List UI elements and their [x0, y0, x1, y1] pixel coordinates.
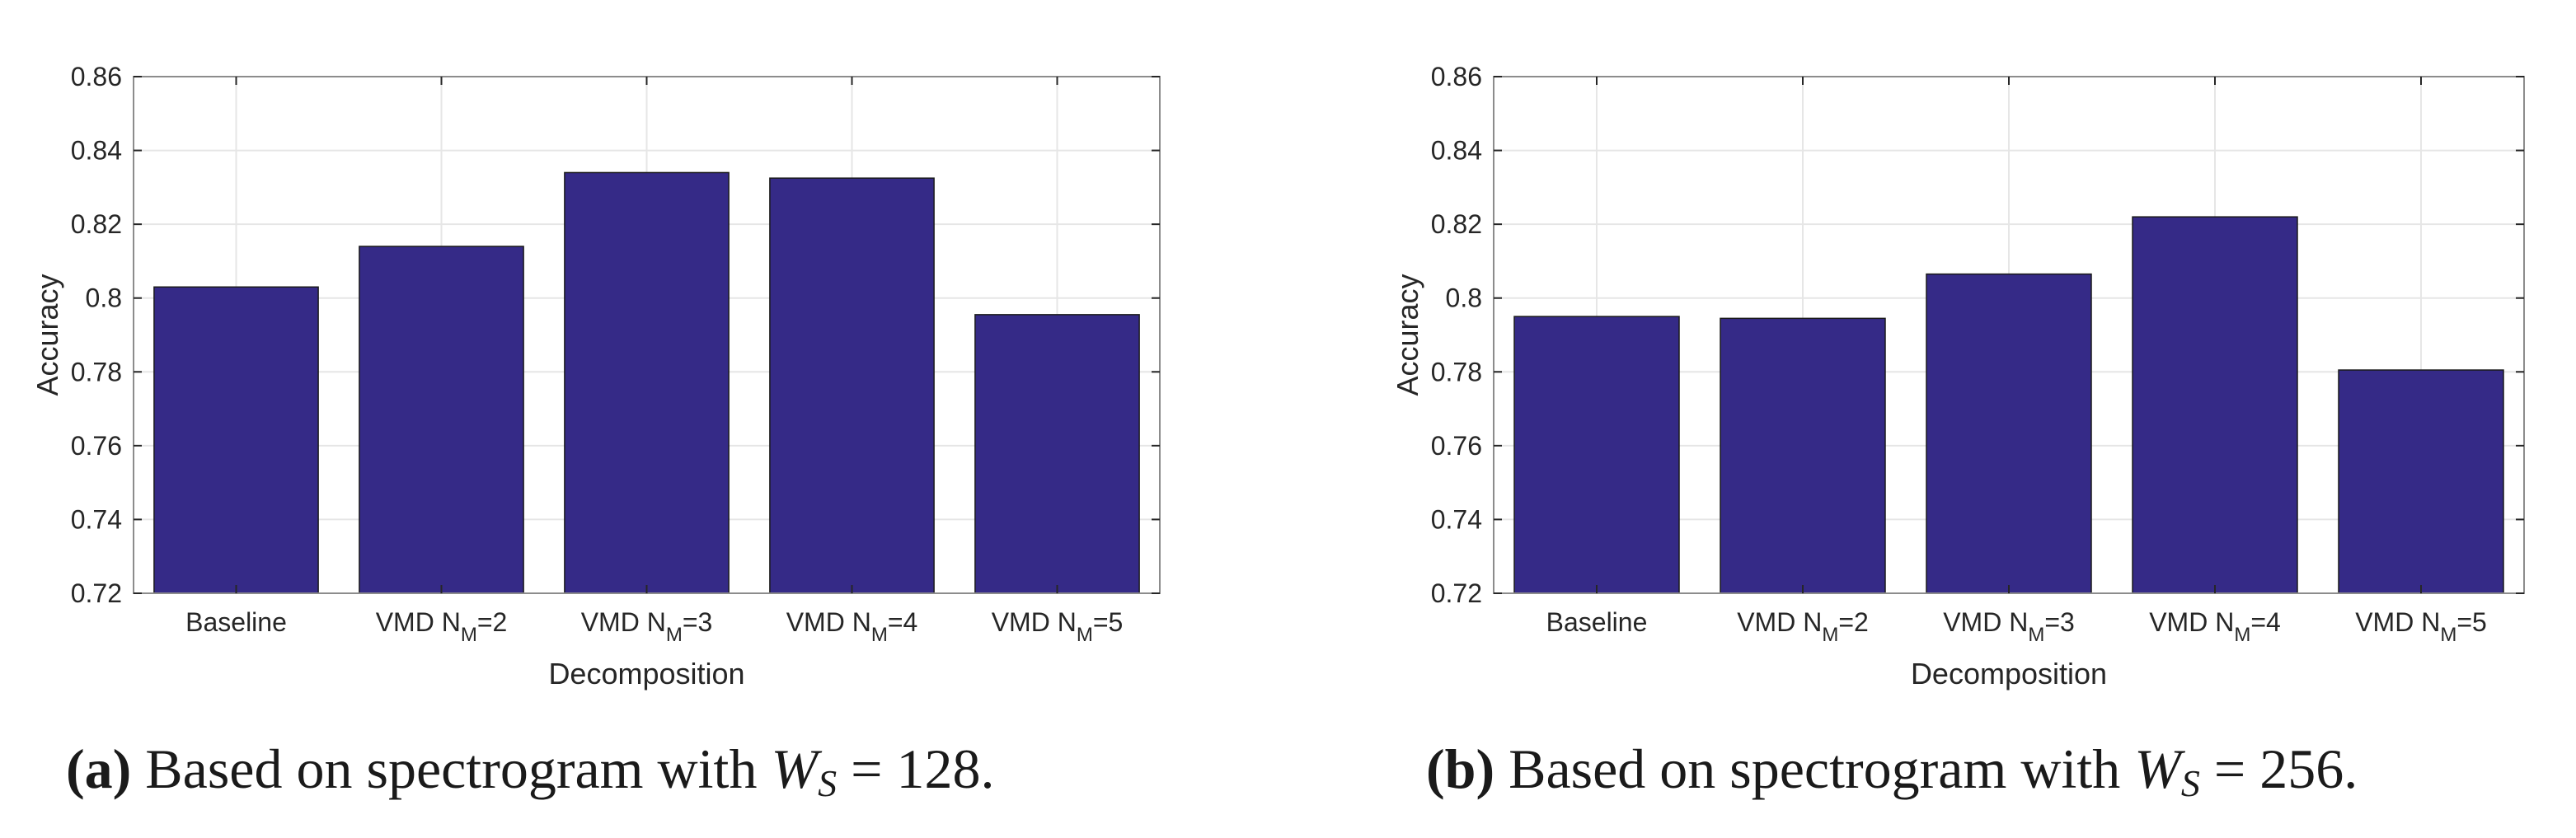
y-tick-label-a: 0.74 — [71, 504, 122, 534]
caption-a-prefix: Based on spectrogram with — [145, 737, 758, 800]
caption-b: (b) Based on spectrogram with WS = 256. — [1426, 732, 2358, 806]
x-tick-label-a-2: VMD NM=2 — [376, 607, 508, 646]
y-tick-label-b: 0.74 — [1431, 504, 1482, 534]
x-axis-title-a: Decomposition — [548, 657, 744, 691]
x-tick-label-b-5: VMD NM=5 — [2355, 607, 2487, 646]
caption-b-label: (b) — [1426, 737, 1495, 800]
x-tick-label-b-1: Baseline — [1546, 607, 1648, 637]
bar-a-5 — [974, 314, 1140, 594]
bar-b-3 — [1926, 273, 2092, 594]
caption-b-suffix: = 256. — [2213, 737, 2358, 800]
caption-a-label: (a) — [66, 737, 132, 800]
caption-b-sub: S — [2180, 762, 2200, 804]
caption-a: (a) Based on spectrogram with WS = 128. — [66, 732, 994, 806]
y-axis-title-a: Accuracy — [30, 274, 64, 396]
y-tick-label-b: 0.72 — [1431, 578, 1482, 608]
x-tick-label-b-4: VMD NM=4 — [2149, 607, 2281, 646]
y-tick-label-a: 0.78 — [71, 357, 122, 386]
chart-b: 0.72 0.74 0.76 0.78 0.8 0.82 0.84 0.86 Baseline V… — [1391, 62, 2525, 691]
bar-b-2 — [1720, 317, 1886, 594]
y-tick-label-b: 0.82 — [1431, 209, 1482, 239]
caption-a-suffix: = 128. — [851, 737, 995, 800]
y-tick-label-a: 0.86 — [71, 62, 122, 91]
y-tick-label-b: 0.84 — [1431, 136, 1482, 166]
caption-a-var: W — [771, 737, 819, 800]
y-tick-label-a: 0.72 — [71, 578, 122, 608]
caption-b-prefix: Based on spectrogram with — [1509, 737, 2121, 800]
x-tick-label-a-5: VMD NM=5 — [992, 607, 1124, 646]
x-tick-label-a-3: VMD NM=3 — [581, 607, 713, 646]
chart-a: 0.72 0.74 0.76 0.78 0.8 0.82 0.84 0.86 Baseline V… — [30, 62, 1161, 691]
y-tick-label-b: 0.8 — [1446, 283, 1482, 313]
y-tick-label-a: 0.8 — [86, 283, 122, 313]
caption-a-sub: S — [818, 762, 838, 804]
bar-a-4 — [769, 177, 935, 594]
bar-a-1 — [153, 286, 319, 594]
x-tick-label-b-3: VMD NM=3 — [1943, 607, 2075, 646]
bar-b-5 — [2338, 369, 2504, 594]
x-axis-title-b: Decomposition — [1911, 657, 2107, 691]
y-tick-label-b: 0.78 — [1431, 357, 1482, 386]
bar-a-3 — [564, 171, 730, 594]
y-tick-label-a: 0.84 — [71, 136, 122, 166]
x-tick-label-a-1: Baseline — [185, 607, 287, 637]
x-tick-label-a-4: VMD NM=4 — [786, 607, 918, 646]
y-tick-label-b: 0.86 — [1431, 62, 1482, 91]
y-axis-title-b: Accuracy — [1391, 274, 1424, 396]
bar-a-2 — [359, 246, 524, 594]
x-tick-label-b-2: VMD NM=2 — [1737, 607, 1869, 646]
y-tick-label-a: 0.82 — [71, 209, 122, 239]
bar-b-1 — [1513, 316, 1680, 594]
y-tick-label-a: 0.76 — [71, 431, 122, 461]
bar-b-4 — [2132, 216, 2298, 594]
y-tick-label-b: 0.76 — [1431, 431, 1482, 461]
caption-b-var: W — [2134, 737, 2181, 800]
